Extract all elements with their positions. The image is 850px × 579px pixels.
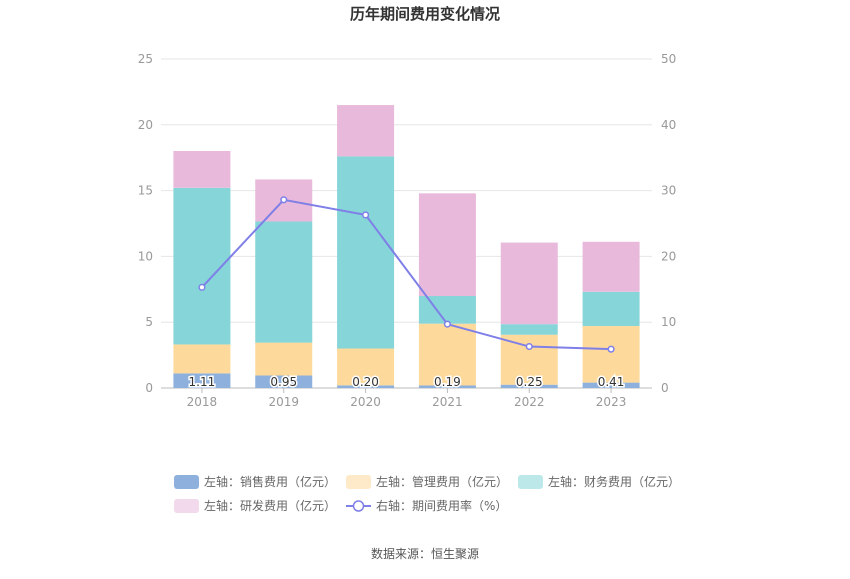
line-point: [280, 196, 288, 204]
bar-segment: [337, 105, 395, 157]
bar-segment: [418, 385, 476, 388]
legend-item[interactable]: 右轴：期间费用率（%）: [346, 498, 507, 513]
line-point: [362, 211, 370, 219]
bar-data-label: 0.95: [270, 375, 297, 389]
x-tick-label: 2021: [432, 395, 463, 409]
x-tick-label: 2019: [268, 395, 299, 409]
chart-title: 历年期间费用变化情况: [350, 5, 500, 23]
x-tick-label: 2022: [514, 395, 545, 409]
x-tick-label: 2023: [596, 395, 627, 409]
bar-segment: [418, 323, 476, 386]
bar-data-label: 0.20: [352, 375, 379, 389]
x-axis-ticks: 2018 2019 2020 2021 2022 2023: [187, 388, 627, 409]
bar-segment: [500, 384, 558, 388]
left-tick-label: 10: [138, 249, 153, 263]
line-series: [198, 196, 615, 353]
bar-series: [173, 105, 640, 388]
bar-data-labels: 1.11 0.95 0.20 0.19 0.25 0.41: [187, 374, 626, 391]
right-tick-label: 10: [661, 315, 676, 329]
bar-segment: [255, 342, 313, 376]
legend-point-symbol: [352, 500, 365, 512]
left-tick-label: 0: [145, 381, 153, 395]
bar-segment: [582, 326, 640, 383]
line-point: [198, 283, 206, 291]
legend-swatch: [174, 499, 199, 513]
legend-item[interactable]: 左轴：研发费用（亿元）: [174, 498, 336, 513]
line-point: [607, 345, 615, 353]
bar-data-label: 0.41: [598, 375, 625, 389]
left-axis-ticks: 0 5 10 15 20 25: [138, 52, 153, 395]
bar-segment: [337, 348, 395, 386]
bar-segment: [500, 324, 558, 335]
bar-segment: [173, 150, 231, 188]
source-note: 数据来源：恒生聚源: [371, 546, 479, 561]
bar-segment: [582, 382, 640, 388]
right-tick-label: 0: [661, 381, 669, 395]
left-tick-label: 5: [145, 315, 153, 329]
bar-segment: [173, 373, 231, 388]
bar-segment: [337, 156, 395, 349]
bar-segment: [500, 242, 558, 325]
legend[interactable]: 左轴：销售费用（亿元） 左轴：管理费用（亿元） 左轴：财务费用（亿元） 左轴：研发费用…: [174, 474, 680, 513]
bar-data-label: 0.19: [434, 375, 461, 389]
bar-segment: [418, 296, 476, 324]
legend-item[interactable]: 左轴：财务费用（亿元）: [518, 474, 680, 489]
legend-label: 左轴：管理费用（亿元）: [376, 474, 508, 489]
legend-label: 左轴：销售费用（亿元）: [204, 474, 336, 489]
bar-segment: [418, 193, 476, 297]
right-tick-label: 30: [661, 184, 676, 198]
legend-item[interactable]: 左轴：管理费用（亿元）: [346, 474, 508, 489]
right-tick-label: 50: [661, 52, 676, 66]
right-tick-label: 20: [661, 249, 676, 263]
legend-label: 左轴：研发费用（亿元）: [204, 498, 336, 513]
line-point: [525, 342, 533, 351]
x-tick-label: 2020: [350, 395, 381, 409]
right-tick-label: 40: [661, 118, 676, 132]
legend-swatch: [346, 475, 371, 489]
bar-segment: [173, 344, 231, 374]
line-path: [201, 198, 612, 351]
legend-swatch: [174, 475, 199, 489]
left-tick-label: 25: [138, 52, 153, 66]
bar-data-label: 0.25: [516, 375, 543, 389]
line-point: [443, 320, 451, 328]
grid-lines: [161, 58, 652, 389]
bar-segment: [255, 375, 313, 388]
x-tick-label: 2018: [187, 395, 218, 409]
legend-item[interactable]: 左轴：销售费用（亿元）: [174, 474, 336, 489]
legend-swatch: [518, 475, 543, 489]
right-axis-ticks: 0 10 20 30 40 50: [661, 52, 676, 395]
bar-segment: [255, 221, 313, 343]
legend-label: 左轴：财务费用（亿元）: [548, 474, 680, 489]
bar-segment: [582, 291, 640, 327]
left-tick-label: 20: [138, 118, 153, 132]
bar-data-label: 1.11: [189, 375, 216, 389]
left-tick-label: 15: [138, 184, 153, 198]
legend-label: 右轴：期间费用率（%）: [376, 498, 507, 513]
bar-segment: [582, 241, 640, 292]
bar-segment: [337, 385, 395, 388]
